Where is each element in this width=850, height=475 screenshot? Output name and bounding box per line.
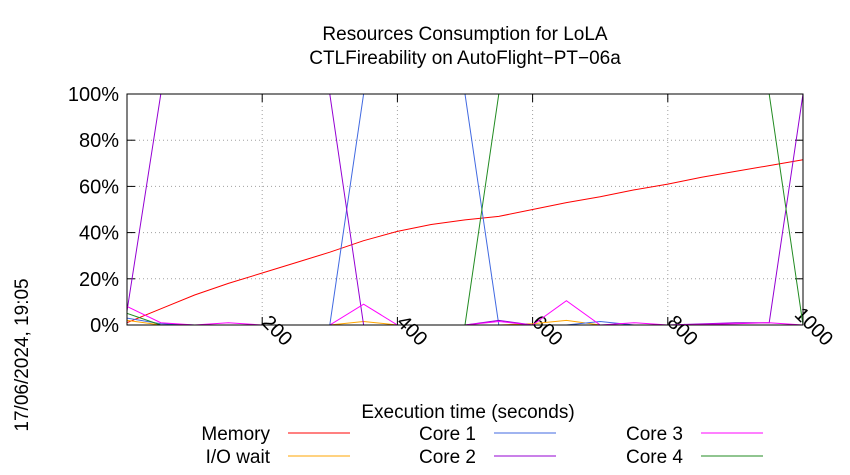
legend-label-memory: Memory: [201, 424, 270, 445]
timestamp: 17/06/2024, 19:05: [12, 278, 33, 431]
y-tick-label: 40%: [79, 223, 119, 245]
chart-title-line-1: Resources Consumption for LoLA: [322, 24, 607, 45]
legend-label-core-2: Core 2: [419, 447, 476, 468]
x-axis-label: Execution time (seconds): [361, 402, 574, 423]
y-tick-label: 100%: [68, 84, 119, 106]
legend-label-i-o-wait: I/O wait: [206, 447, 271, 468]
y-axis-ticks: 0% 20% 40% 60% 80% 100%: [68, 84, 803, 337]
legend-label-core-4: Core 4: [626, 447, 683, 468]
series-line-core-4: [126, 93, 804, 326]
x-axis-ticks: 200 400 600 800 1000: [257, 94, 837, 351]
series-line-core-2: [126, 93, 804, 326]
y-tick-label: 60%: [79, 176, 119, 198]
x-tick-label: 200: [257, 311, 296, 350]
series-line-memory: [126, 159, 804, 324]
legend-label-core-1: Core 1: [419, 424, 476, 445]
series-lines: [126, 93, 804, 326]
x-tick-label: 600: [527, 311, 566, 350]
grid: [127, 94, 803, 325]
y-tick-label: 20%: [79, 269, 119, 291]
plot-frame: [126, 93, 804, 326]
y-tick-label: 0%: [90, 315, 119, 337]
x-tick-label: 400: [392, 311, 431, 350]
y-tick-label: 80%: [79, 130, 119, 152]
chart-title-line-2: CTLFireability on AutoFlight−PT−06a: [309, 48, 621, 69]
series-line-core-1: [126, 93, 803, 326]
series-line-core-3: [126, 300, 804, 326]
x-tick-label: 800: [663, 311, 702, 350]
x-tick-label: 1000: [790, 304, 837, 351]
legend-label-core-3: Core 3: [626, 424, 683, 445]
